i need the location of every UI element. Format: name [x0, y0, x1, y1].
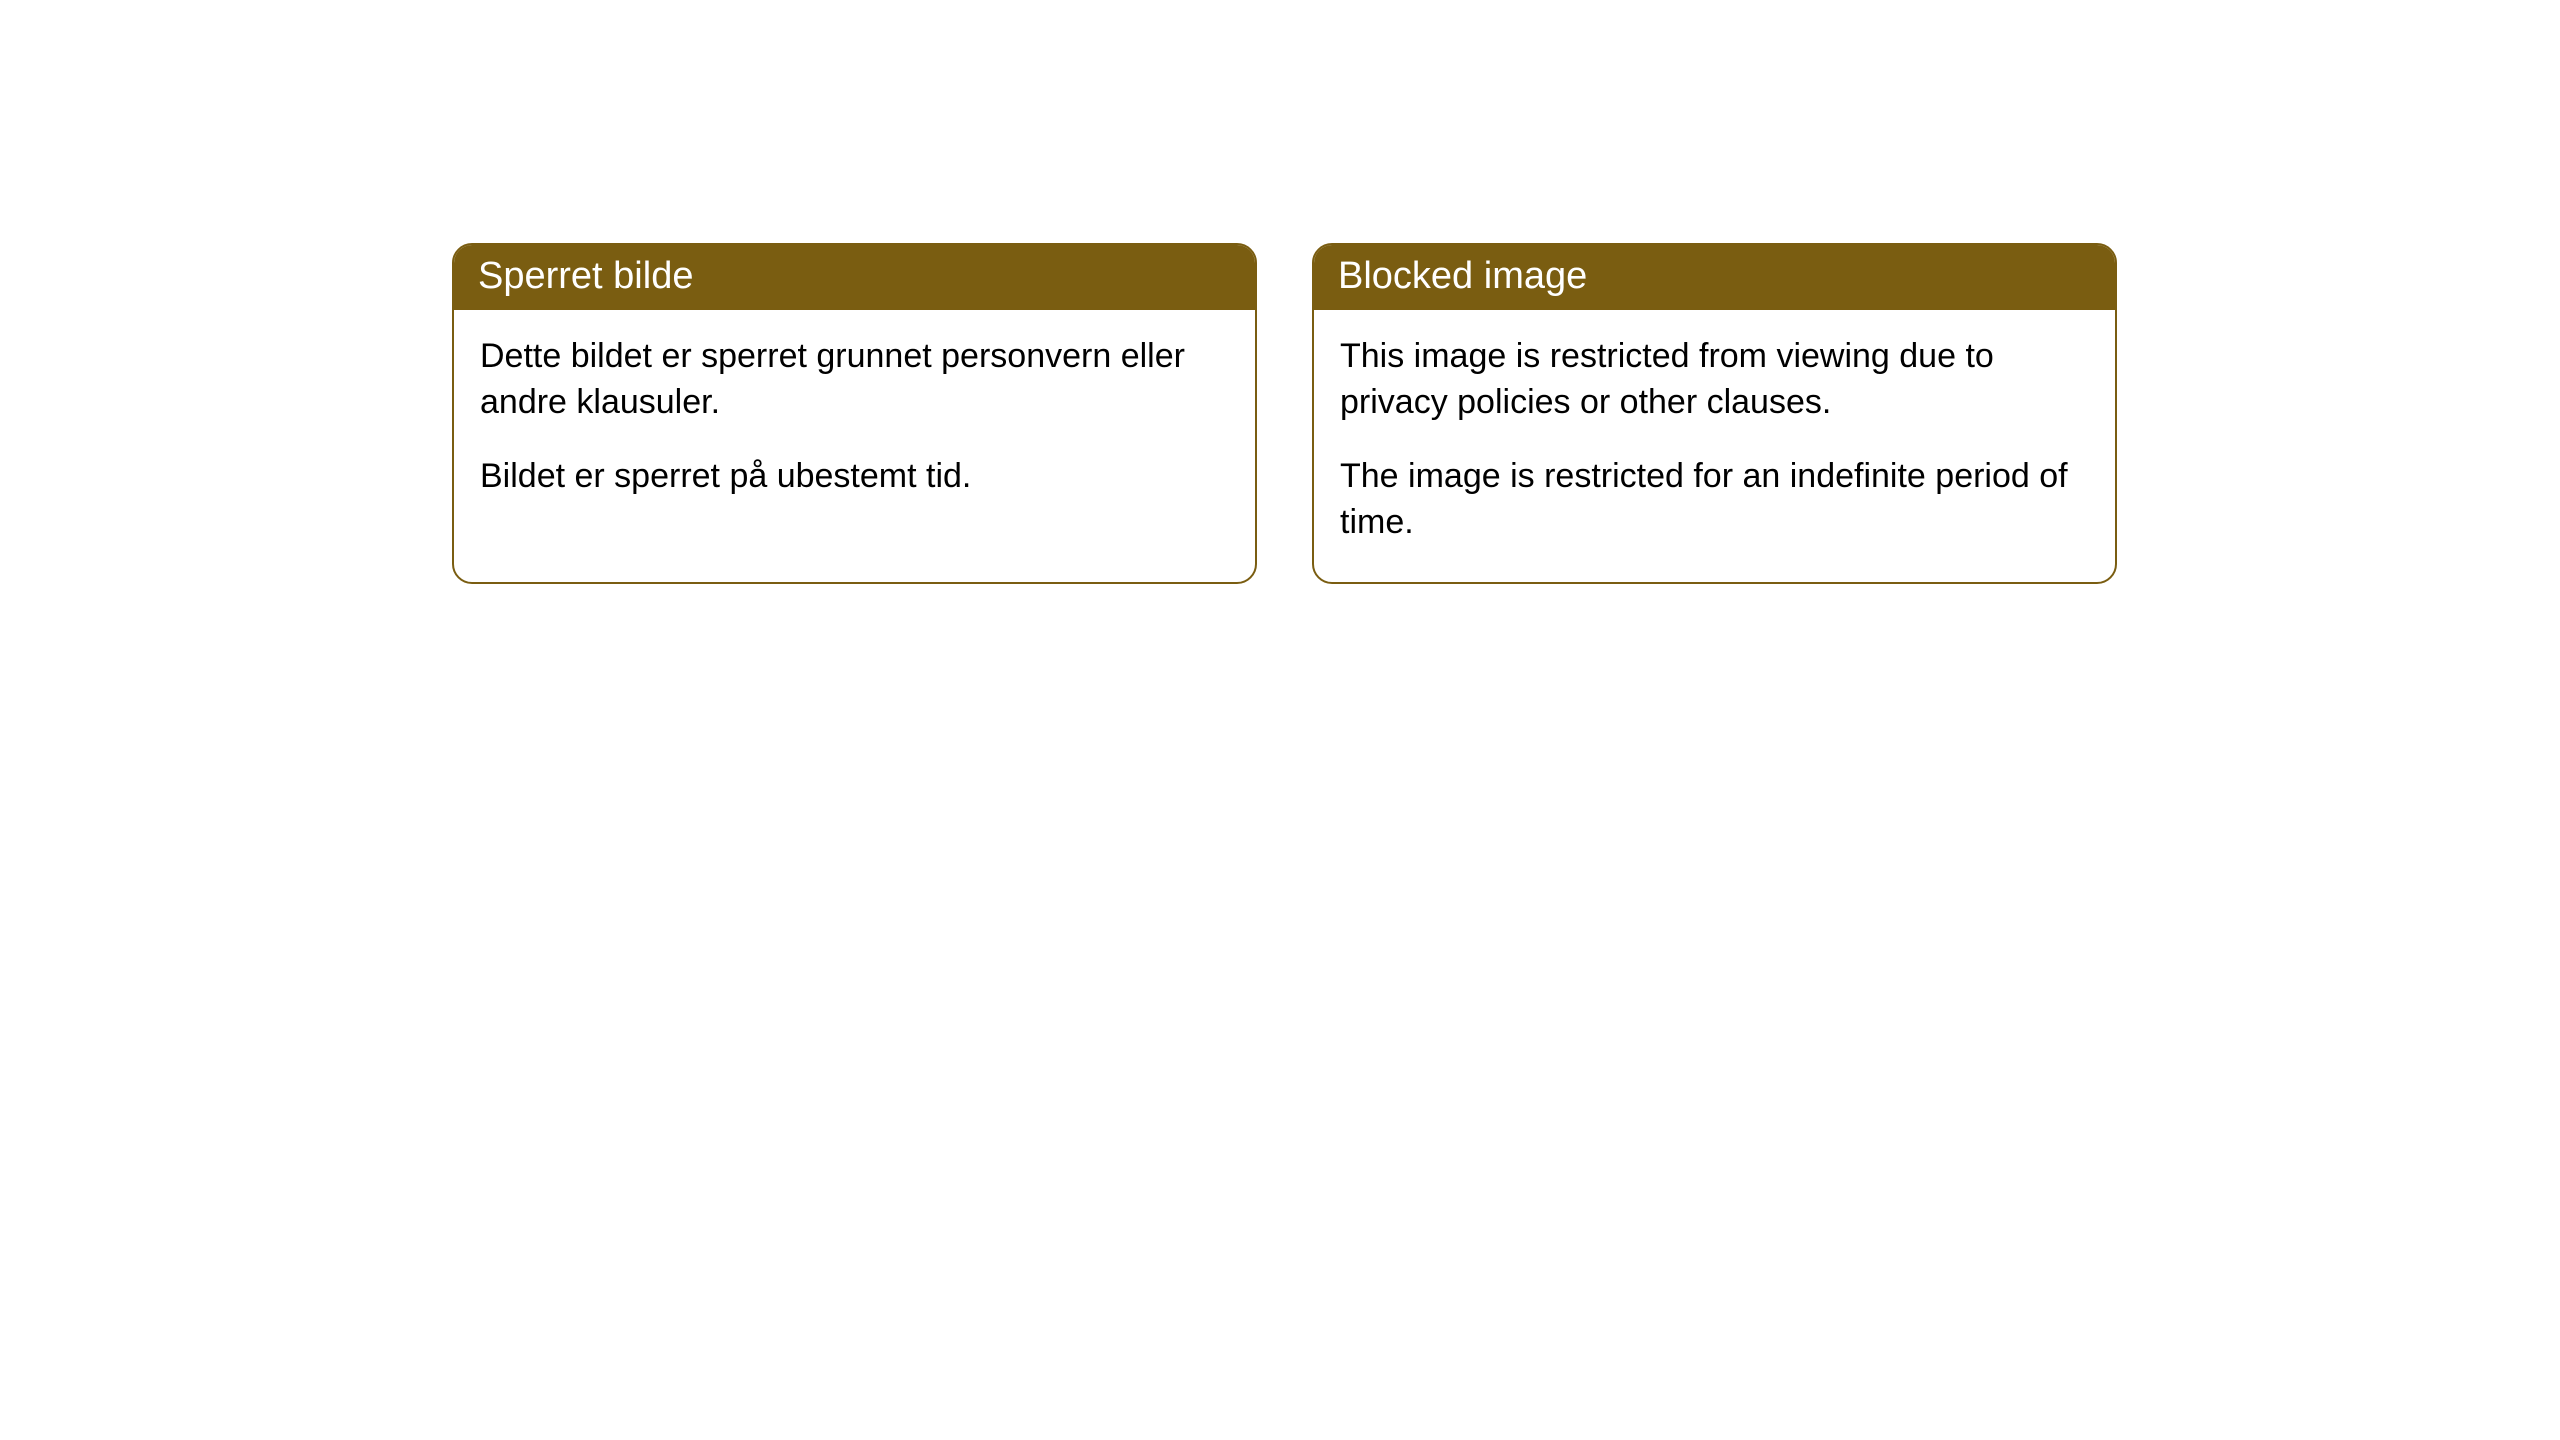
card-body-norwegian: Dette bildet er sperret grunnet personve… [454, 310, 1255, 536]
notice-text-english-p1: This image is restricted from viewing du… [1340, 334, 2089, 426]
notice-text-norwegian-p2: Bildet er sperret på ubestemt tid. [480, 454, 1229, 500]
card-header-english: Blocked image [1314, 245, 2115, 310]
notice-text-norwegian-p1: Dette bildet er sperret grunnet personve… [480, 334, 1229, 426]
notice-cards-container: Sperret bilde Dette bildet er sperret gr… [452, 243, 2560, 584]
notice-text-english-p2: The image is restricted for an indefinit… [1340, 454, 2089, 546]
notice-card-english: Blocked image This image is restricted f… [1312, 243, 2117, 584]
card-body-english: This image is restricted from viewing du… [1314, 310, 2115, 582]
card-header-norwegian: Sperret bilde [454, 245, 1255, 310]
notice-card-norwegian: Sperret bilde Dette bildet er sperret gr… [452, 243, 1257, 584]
